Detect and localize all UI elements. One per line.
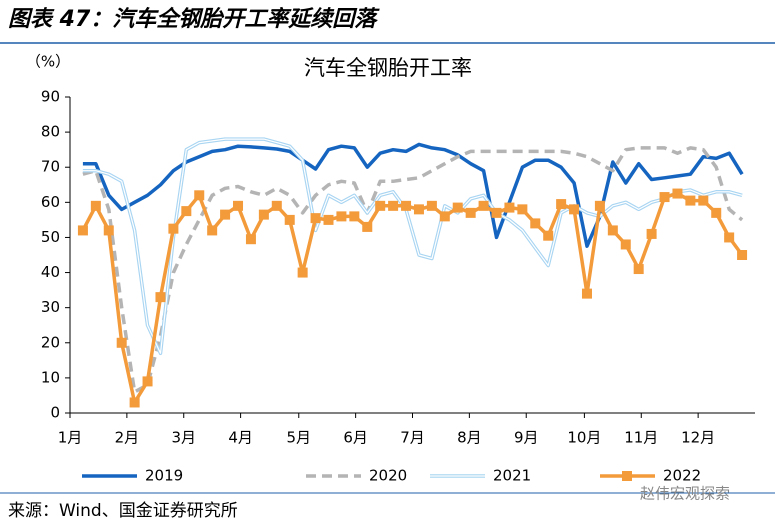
y-tick-label: 10: [41, 368, 60, 386]
x-tick-label: 11月: [624, 429, 658, 447]
series-line-inner: [82, 138, 743, 354]
point: [504, 202, 515, 213]
y-tick-label: 40: [41, 263, 60, 281]
y-tick-label: 70: [41, 158, 60, 176]
x-tick-label: 7月: [400, 429, 425, 447]
legend-label: 2021: [493, 467, 531, 485]
y-tick-label: 60: [41, 193, 60, 211]
point: [142, 376, 153, 387]
point: [659, 192, 670, 203]
point: [724, 232, 735, 243]
point: [77, 225, 88, 236]
point: [375, 200, 386, 211]
point: [349, 211, 360, 222]
point: [439, 211, 450, 222]
point: [336, 211, 347, 222]
point: [491, 207, 502, 218]
point: [633, 264, 644, 275]
point: [310, 213, 321, 224]
point: [233, 200, 244, 211]
point: [116, 337, 127, 348]
x-tick-label: 8月: [457, 429, 482, 447]
y-tick-label: 20: [41, 333, 60, 351]
point: [620, 239, 631, 250]
y-tick-label: 80: [41, 123, 60, 141]
legend-marker: [622, 471, 632, 481]
point: [698, 195, 709, 206]
point: [646, 228, 657, 239]
point: [581, 288, 592, 299]
point: [426, 200, 437, 211]
point: [181, 206, 192, 217]
point: [388, 200, 399, 211]
x-tick-label: 12月: [681, 429, 715, 447]
legend-label: 2022: [663, 467, 701, 485]
y-tick-label: 0: [50, 404, 60, 422]
point: [672, 188, 683, 199]
point: [517, 204, 528, 215]
watermark: 赵伟宏观探索: [640, 485, 730, 503]
point: [168, 223, 179, 234]
point: [737, 250, 748, 260]
point: [284, 214, 295, 225]
y-tick-label: 50: [41, 228, 60, 246]
point: [711, 207, 722, 218]
x-tick-label: 5月: [286, 429, 311, 447]
legend-label: 2019: [145, 467, 183, 485]
point: [271, 200, 282, 211]
point: [556, 199, 567, 210]
x-tick-label: 6月: [343, 429, 368, 447]
series-line: [82, 146, 744, 394]
point: [607, 225, 618, 236]
point: [207, 225, 218, 236]
point: [245, 234, 256, 245]
x-tick-label: 2月: [115, 429, 140, 447]
point: [194, 190, 205, 201]
legend-label: 2020: [369, 467, 407, 485]
series-line: [81, 191, 744, 405]
y-tick-label: 90: [41, 88, 60, 106]
y-axis-label: （%）: [26, 53, 70, 71]
x-tick-label: 10月: [567, 429, 601, 447]
point: [685, 195, 696, 206]
point: [478, 200, 489, 211]
point: [401, 200, 412, 211]
point: [258, 209, 269, 220]
chart-title: 汽车全钢胎开工率: [304, 56, 472, 80]
series-line: [82, 142, 744, 248]
point: [90, 200, 101, 211]
point: [220, 209, 231, 220]
x-tick-label: 4月: [228, 429, 253, 447]
x-tick-label: 3月: [171, 429, 196, 447]
point: [129, 397, 140, 408]
point: [103, 225, 114, 236]
point: [362, 221, 373, 232]
point: [323, 214, 334, 225]
point: [452, 202, 463, 213]
point: [569, 204, 580, 215]
x-tick-label: 1月: [58, 429, 83, 447]
point: [543, 230, 554, 241]
source: 来源：Wind、国金证券研究所: [8, 501, 238, 521]
point: [413, 204, 424, 215]
y-tick-label: 30: [41, 298, 60, 316]
x-tick-label: 9月: [514, 429, 539, 447]
point: [155, 292, 166, 303]
point: [297, 267, 308, 278]
point: [465, 207, 476, 218]
point: [594, 200, 605, 211]
header-title: 图表 47：汽车全钢胎开工率延续回落: [8, 6, 380, 32]
point: [530, 218, 541, 229]
